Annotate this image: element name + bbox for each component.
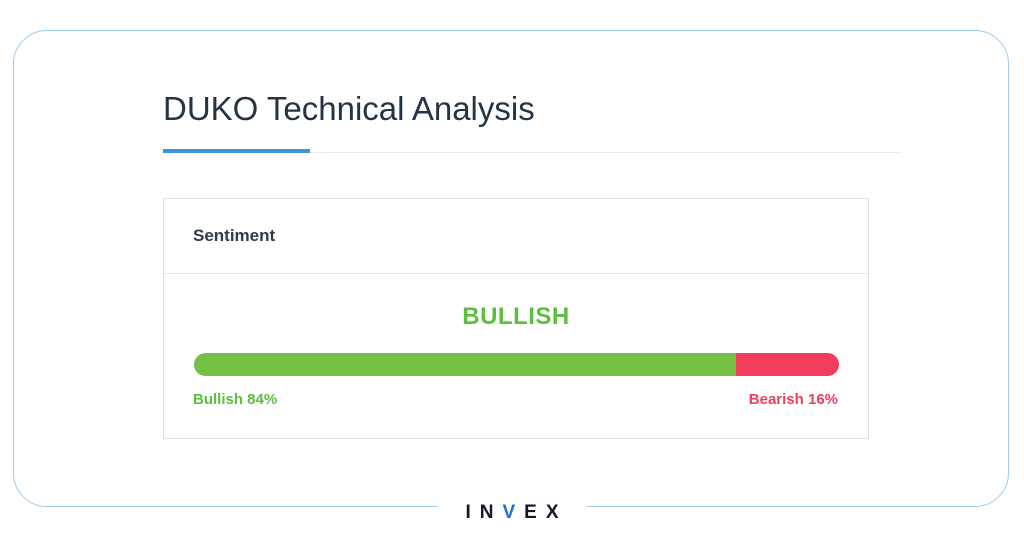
sentiment-bar bbox=[194, 353, 839, 376]
card-header-label: Sentiment bbox=[193, 226, 276, 245]
card-header: Sentiment bbox=[164, 199, 868, 274]
brand-wordmark: INVEX bbox=[465, 502, 568, 523]
title-accent-underline bbox=[163, 149, 310, 153]
bearish-label: Bearish 16% bbox=[748, 391, 838, 408]
bullish-label: Bullish 84% bbox=[193, 391, 278, 408]
sentiment-signal: BULLISH bbox=[462, 303, 570, 330]
brand-logo: INVEX bbox=[437, 490, 587, 530]
frame-gap bbox=[437, 500, 587, 514]
page-title: DUKO Technical Analysis bbox=[163, 90, 535, 127]
bullish-fill bbox=[194, 353, 736, 376]
title-divider bbox=[163, 152, 902, 153]
sentiment-card: Sentiment BULLISH Bullish 84% Bearish 16… bbox=[163, 198, 869, 439]
bearish-fill bbox=[735, 353, 839, 376]
